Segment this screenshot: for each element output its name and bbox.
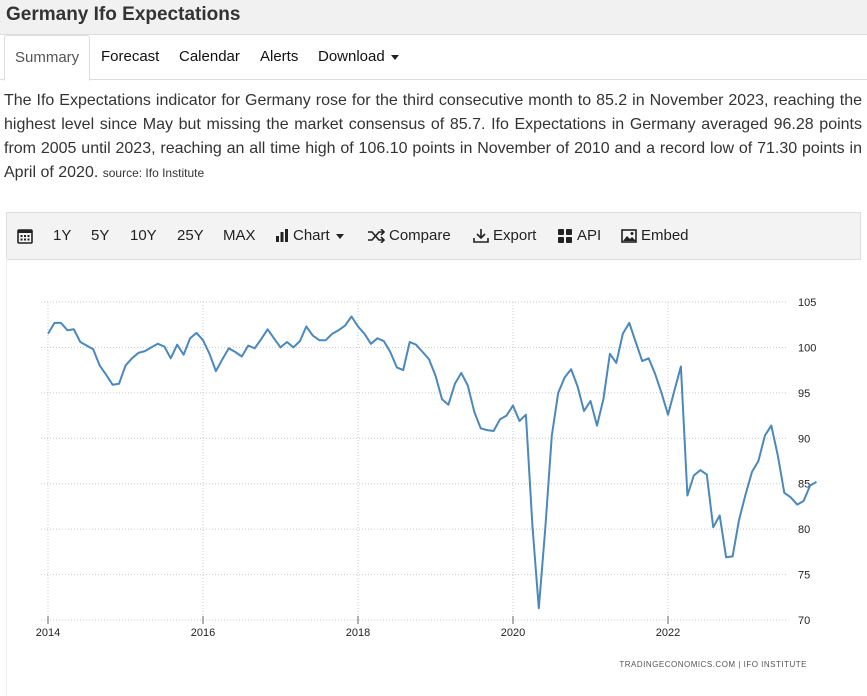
- tab-summary[interactable]: Summary: [4, 35, 91, 81]
- range-1y[interactable]: 1Y: [53, 227, 72, 244]
- tab-bar: Summary Forecast Calendar Alerts Downloa…: [0, 35, 867, 81]
- range-max[interactable]: MAX: [223, 227, 256, 244]
- chart-type-button[interactable]: Chart: [275, 213, 344, 259]
- x-tick-label: 2020: [501, 627, 525, 639]
- range-5y[interactable]: 5Y: [91, 227, 110, 244]
- grid-icon: [558, 229, 572, 244]
- compare-label: Compare: [389, 227, 451, 244]
- embed-label: Embed: [641, 227, 689, 244]
- tab-forecast[interactable]: Forecast: [101, 48, 160, 65]
- tab-alerts[interactable]: Alerts: [260, 48, 299, 65]
- chart-type-label: Chart: [293, 227, 330, 244]
- y-tick-label: 95: [798, 388, 810, 400]
- line-chart: 70 75 80 85 90 95 100 105 2014 2016 2018 2020 2022 TR…: [36, 297, 817, 669]
- download-icon: [473, 229, 489, 243]
- export-button[interactable]: Export: [473, 213, 536, 259]
- chart-area: 70 75 80 85 90 95 100 105 2014 2016 2018 2020 2022 TR…: [6, 258, 860, 696]
- chart-credit: TRADINGECONOMICS.COM | IFO INSTITUTE: [619, 660, 807, 669]
- description: The Ifo Expectations indicator for Germa…: [4, 89, 862, 185]
- y-tick-label: 105: [798, 297, 816, 309]
- y-tick-label: 75: [798, 570, 810, 582]
- bar-chart-icon: [276, 229, 288, 243]
- embed-button[interactable]: Embed: [621, 213, 689, 259]
- y-tick-label: 100: [798, 342, 816, 354]
- x-tick-label: 2016: [191, 627, 215, 639]
- tab-download-label: Download: [318, 48, 385, 65]
- y-tick-label: 80: [798, 524, 810, 536]
- y-tick-label: 70: [798, 615, 810, 627]
- export-label: Export: [493, 227, 537, 244]
- api-button[interactable]: API: [557, 213, 601, 259]
- range-25y[interactable]: 25Y: [177, 227, 204, 244]
- api-label: API: [577, 227, 602, 244]
- page-title: Germany Ifo Expectations: [6, 4, 241, 25]
- description-text: The Ifo Expectations indicator for Germa…: [4, 92, 862, 181]
- x-tick-label: 2022: [656, 627, 680, 639]
- tab-download[interactable]: Download: [318, 35, 399, 79]
- shuffle-icon: [368, 228, 386, 244]
- image-icon: [621, 229, 637, 243]
- x-tick-label: 2014: [36, 627, 60, 639]
- header-bar: Germany Ifo Expectations: [0, 0, 867, 35]
- chevron-down-icon: [335, 233, 344, 239]
- tab-calendar[interactable]: Calendar: [179, 48, 240, 65]
- series-line: [47, 315, 817, 610]
- range-10y[interactable]: 10Y: [130, 227, 157, 244]
- calendar-icon[interactable]: [17, 213, 37, 259]
- y-tick-label: 90: [798, 433, 810, 445]
- x-tick-label: 2018: [346, 627, 370, 639]
- chevron-down-icon: [390, 54, 399, 60]
- y-tick-label: 85: [798, 479, 810, 491]
- source-note: source: Ifo Institute: [102, 166, 205, 180]
- chart-toolbar: 1Y 5Y 10Y 25Y MAX Chart Compare Export A…: [6, 212, 861, 260]
- compare-button[interactable]: Compare: [367, 213, 451, 259]
